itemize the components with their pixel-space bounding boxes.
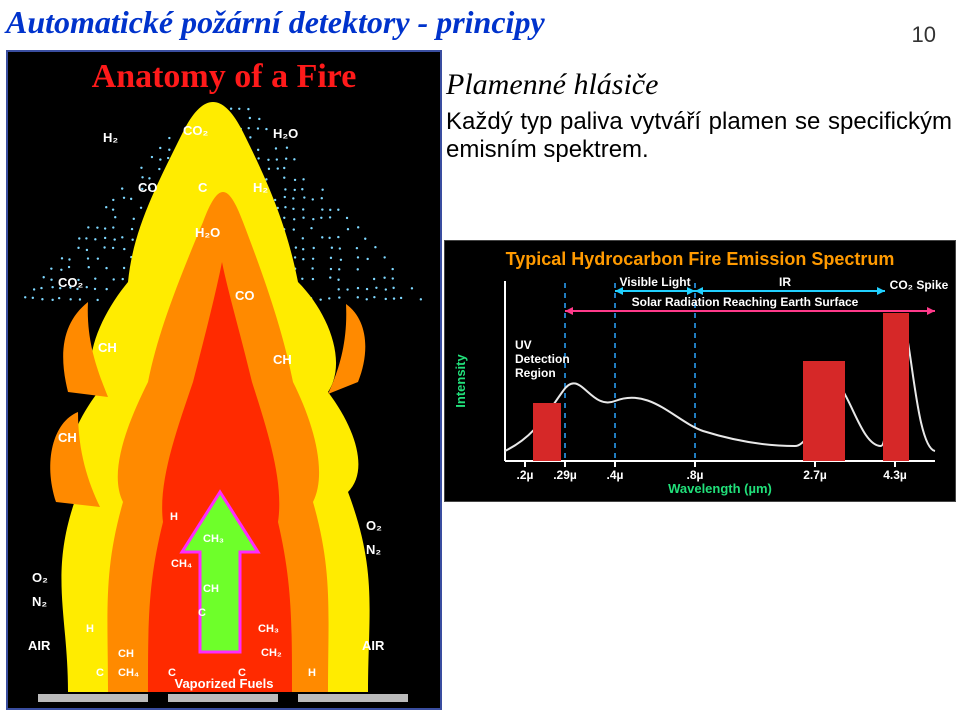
svg-text:H: H	[308, 667, 316, 679]
anatomy-title: Anatomy of a Fire	[8, 58, 440, 96]
svg-text:.4µ: .4µ	[607, 468, 624, 482]
svg-text:.29µ: .29µ	[553, 468, 577, 482]
svg-text:Detection: Detection	[515, 352, 570, 366]
spectrum-figure: Typical Hydrocarbon Fire Emission Spectr…	[444, 240, 956, 502]
svg-text:2.7µ: 2.7µ	[803, 468, 827, 482]
svg-text:CO₂ Spike: CO₂ Spike	[890, 278, 949, 292]
svg-text:CH: CH	[203, 583, 219, 595]
svg-text:UV: UV	[515, 338, 532, 352]
svg-text:CH: CH	[58, 430, 77, 445]
subtitle: Plamenné hlásiče	[446, 68, 658, 102]
svg-text:H₂O: H₂O	[195, 225, 220, 240]
svg-text:.8µ: .8µ	[687, 468, 704, 482]
svg-text:H: H	[170, 511, 178, 523]
svg-text:C: C	[198, 607, 206, 619]
svg-text:Solar Radiation Reaching Earth: Solar Radiation Reaching Earth Surface	[632, 295, 859, 309]
anatomy-figure: H₂CO₂H₂OCOCH₂H₂OCO₂COCHCHCHHCH₃CH₄CHCO₂N…	[6, 50, 442, 710]
svg-text:CH₄: CH₄	[118, 667, 139, 679]
svg-text:CO₂: CO₂	[58, 275, 84, 290]
svg-text:C: C	[96, 667, 104, 679]
svg-text:.2µ: .2µ	[517, 468, 534, 482]
svg-text:CH: CH	[273, 352, 292, 367]
svg-text:N₂: N₂	[32, 594, 47, 609]
svg-text:AIR: AIR	[362, 638, 385, 653]
svg-text:N₂: N₂	[366, 542, 381, 557]
anatomy-svg: H₂CO₂H₂OCOCH₂H₂OCO₂COCHCHCHHCH₃CH₄CHCO₂N…	[8, 52, 440, 708]
svg-text:Intensity: Intensity	[453, 354, 468, 408]
svg-text:H₂: H₂	[103, 130, 118, 145]
svg-text:Vaporized Fuels: Vaporized Fuels	[175, 676, 274, 691]
svg-text:CH: CH	[98, 340, 117, 355]
svg-text:O₂: O₂	[32, 570, 48, 585]
svg-text:CH₃: CH₃	[203, 533, 224, 545]
svg-text:CH₃: CH₃	[258, 623, 279, 635]
svg-text:H: H	[86, 623, 94, 635]
svg-text:CO₂: CO₂	[183, 123, 209, 138]
page-number: 10	[912, 22, 936, 48]
page-title: Automatické požární detektory - principy	[6, 4, 545, 41]
svg-text:Wavelength (µm): Wavelength (µm)	[668, 481, 772, 496]
svg-text:CH₄: CH₄	[171, 558, 192, 570]
svg-text:Region: Region	[515, 366, 556, 380]
svg-text:CH₂: CH₂	[261, 647, 282, 659]
svg-text:CH: CH	[118, 648, 134, 660]
svg-text:AIR: AIR	[28, 638, 51, 653]
spectrum-svg: Typical Hydrocarbon Fire Emission Spectr…	[445, 241, 955, 501]
spectrum-title: Typical Hydrocarbon Fire Emission Spectr…	[506, 249, 895, 269]
svg-text:CO: CO	[138, 180, 158, 195]
svg-text:4.3µ: 4.3µ	[883, 468, 907, 482]
svg-text:CO: CO	[235, 288, 255, 303]
svg-text:Visible Light: Visible Light	[619, 275, 690, 289]
svg-text:H₂O: H₂O	[273, 126, 298, 141]
body-text: Každý typ paliva vytváří plamen se speci…	[446, 108, 952, 164]
svg-text:C: C	[198, 180, 208, 195]
svg-text:IR: IR	[779, 275, 791, 289]
svg-text:H₂: H₂	[253, 180, 268, 195]
svg-text:O₂: O₂	[366, 518, 382, 533]
